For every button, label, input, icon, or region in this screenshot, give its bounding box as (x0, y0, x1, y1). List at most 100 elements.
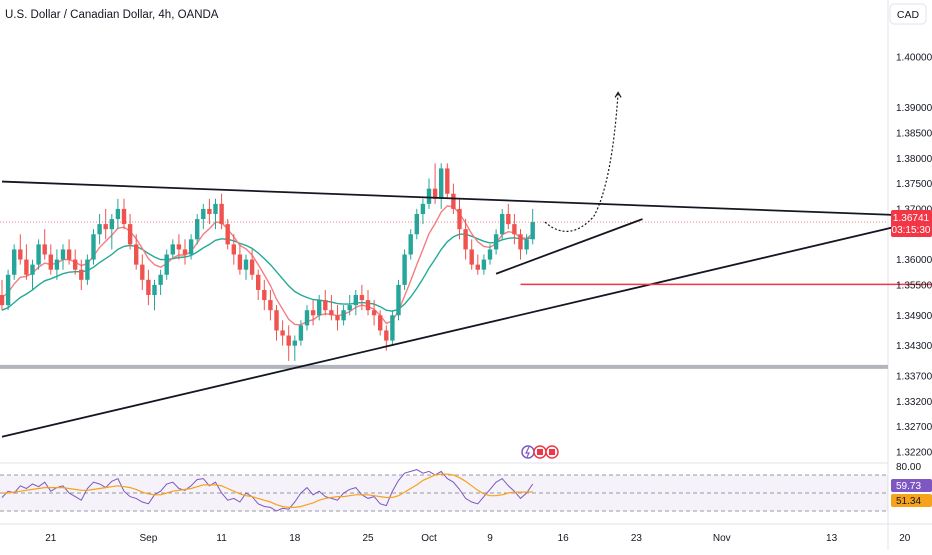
price-tick-label[interactable]: 1.39000 (896, 103, 932, 114)
rsi-current-value: 59.73 (896, 481, 921, 492)
candle-body (42, 244, 47, 255)
candle-body (365, 300, 371, 311)
candle-body (176, 244, 182, 250)
time-axis-labels[interactable]: 21 Sep 11 18 25 Oct 9 16 23 Nov 13 20 (45, 533, 911, 544)
candle-body (152, 284, 157, 296)
projection-arrowhead (614, 91, 622, 98)
projection-path[interactable] (544, 92, 619, 232)
candle-body (439, 168, 444, 199)
candle-body (518, 234, 523, 250)
time-tick-label[interactable]: 9 (487, 533, 493, 544)
rsi-ma-value-tag (891, 494, 932, 507)
price-tick-label[interactable]: 1.35500 (896, 280, 932, 291)
candle-body (85, 259, 90, 280)
time-tick-label[interactable]: 20 (899, 533, 911, 544)
price-tick-label[interactable]: 1.38500 (896, 128, 932, 139)
candle-body (48, 254, 53, 270)
time-tick-label[interactable]: 21 (45, 533, 57, 544)
candle-body (213, 203, 218, 214)
candle-body (146, 279, 151, 296)
candle-body (103, 224, 108, 230)
descending-trendline[interactable] (1, 180, 932, 218)
candle-body (304, 310, 310, 326)
candle-body (225, 224, 230, 245)
candle-body (487, 249, 493, 260)
time-tick-label[interactable]: 18 (289, 533, 301, 544)
candle-body (182, 249, 188, 255)
price-tick-label[interactable]: 1.32200 (896, 448, 932, 459)
candle-body (432, 188, 438, 199)
candle-body (371, 310, 377, 316)
candle-body (493, 234, 499, 250)
time-tick-label[interactable]: Nov (713, 533, 731, 544)
candle-body (73, 259, 78, 270)
candle-body (475, 264, 480, 270)
candle-body (164, 254, 169, 275)
candle-body (481, 259, 487, 270)
candle-body (12, 249, 17, 275)
price-tick-label[interactable]: 1.37500 (896, 179, 932, 190)
price-tick-label[interactable]: 1.38000 (896, 154, 932, 165)
candle-body (268, 300, 273, 311)
moving-average-slow (1, 233, 533, 312)
candle-body (463, 229, 468, 250)
candle-body (60, 249, 66, 260)
candle-body (384, 330, 389, 341)
time-tick-label[interactable]: 11 (216, 533, 227, 544)
short-rising-trendline[interactable] (495, 218, 643, 275)
rsi-scale-label: 80.00 (896, 462, 921, 473)
candle-body (323, 300, 328, 311)
time-tick-label[interactable]: 13 (826, 533, 838, 544)
rsi-value-tag (891, 479, 932, 492)
candle-body (445, 168, 450, 194)
time-tick-label[interactable]: 25 (362, 533, 374, 544)
price-tick-label[interactable]: 1.37000 (896, 204, 932, 215)
last-price-tag (891, 210, 932, 237)
rsi-ma-line (2, 473, 533, 508)
price-axis-labels[interactable]: 1.40000 1.39000 1.38500 1.38000 1.37500 1.370… (896, 53, 932, 459)
candle-body (127, 224, 133, 245)
price-tick-label[interactable]: 1.34900 (896, 311, 932, 322)
time-tick-label[interactable]: 23 (631, 533, 643, 544)
candle-body (524, 239, 529, 250)
candle-body (512, 224, 517, 235)
candle-body (109, 219, 114, 230)
candle-body (378, 315, 383, 331)
candle-body (79, 269, 84, 280)
time-tick-label[interactable]: Oct (421, 533, 437, 544)
currency-button-box[interactable] (889, 3, 927, 25)
time-tick-label[interactable]: 16 (558, 533, 570, 544)
ascending-trendline[interactable] (1, 207, 932, 438)
rsi-pane[interactable] (0, 469, 888, 512)
candle-body (262, 289, 267, 301)
candle-body (426, 188, 432, 204)
candle-body (158, 274, 163, 285)
price-tick-label[interactable]: 1.33700 (896, 372, 932, 383)
price-tick-label[interactable]: 1.32700 (896, 422, 932, 433)
price-tick-label[interactable]: 1.34300 (896, 341, 932, 352)
candle-body (341, 310, 346, 321)
candle-body (97, 224, 102, 235)
price-tick-label[interactable]: 1.33200 (896, 397, 932, 408)
lightning-glyph (525, 446, 530, 458)
candle-body (30, 264, 35, 275)
candle-body (414, 213, 419, 235)
price-tick-label[interactable]: 1.36000 (896, 255, 932, 266)
candle-body (500, 213, 505, 235)
candle-body (134, 244, 139, 265)
currency-button[interactable]: CAD (897, 9, 920, 21)
symbol-title[interactable]: U.S. Dollar / Canadian Dollar, 4h, OANDA (5, 9, 219, 21)
candle-body (390, 315, 395, 341)
trend-drawings[interactable] (1, 91, 932, 438)
candle-body (36, 244, 41, 265)
time-tick-label[interactable]: Sep (140, 533, 158, 544)
news-event-icons[interactable] (521, 445, 559, 459)
price-tick-label[interactable]: 1.40000 (896, 53, 932, 64)
ema-line (1, 205, 534, 326)
rsi-ma-current-value: 51.34 (896, 496, 921, 507)
sma-line (1, 233, 533, 312)
flag-glyph-2 (549, 449, 555, 455)
